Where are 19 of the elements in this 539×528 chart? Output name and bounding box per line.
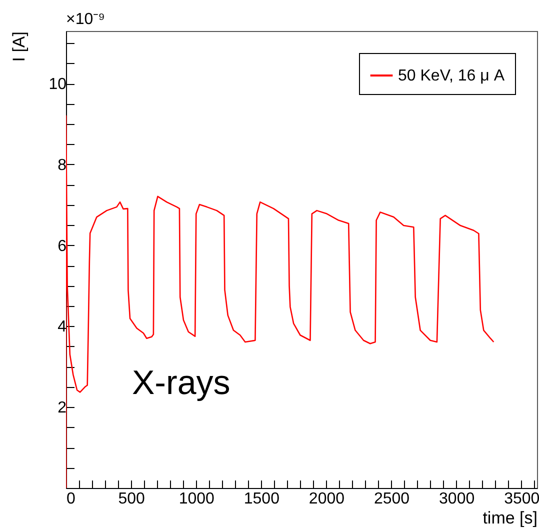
y-tick-label: 10 (48, 76, 67, 94)
annotation: X-rays (132, 364, 230, 402)
x-tick-label: 3500 (504, 490, 539, 508)
x-tick-label: 0 (66, 490, 76, 508)
text: ×10⁻⁹ (66, 11, 105, 28)
x-tick-label: 1000 (178, 490, 215, 508)
y-tick-label: 2 (58, 400, 67, 417)
x-axis-title: time [s] (482, 508, 538, 528)
y-tick-label: 6 (58, 238, 67, 255)
y-tick-label: 4 (58, 318, 67, 336)
x-tick-label: 500 (118, 490, 145, 508)
y-tick-label: 8 (58, 156, 67, 174)
x-tick-label: 3000 (439, 490, 475, 508)
y-axis-title: I [A] (10, 32, 29, 62)
line-series (66, 115, 494, 488)
legend-label: 50 KeV, 16 μ A (398, 68, 505, 84)
x-tick-label: 2000 (308, 490, 345, 508)
x-tick-label: 2500 (374, 490, 410, 508)
x-tick-label: 1500 (244, 490, 280, 508)
